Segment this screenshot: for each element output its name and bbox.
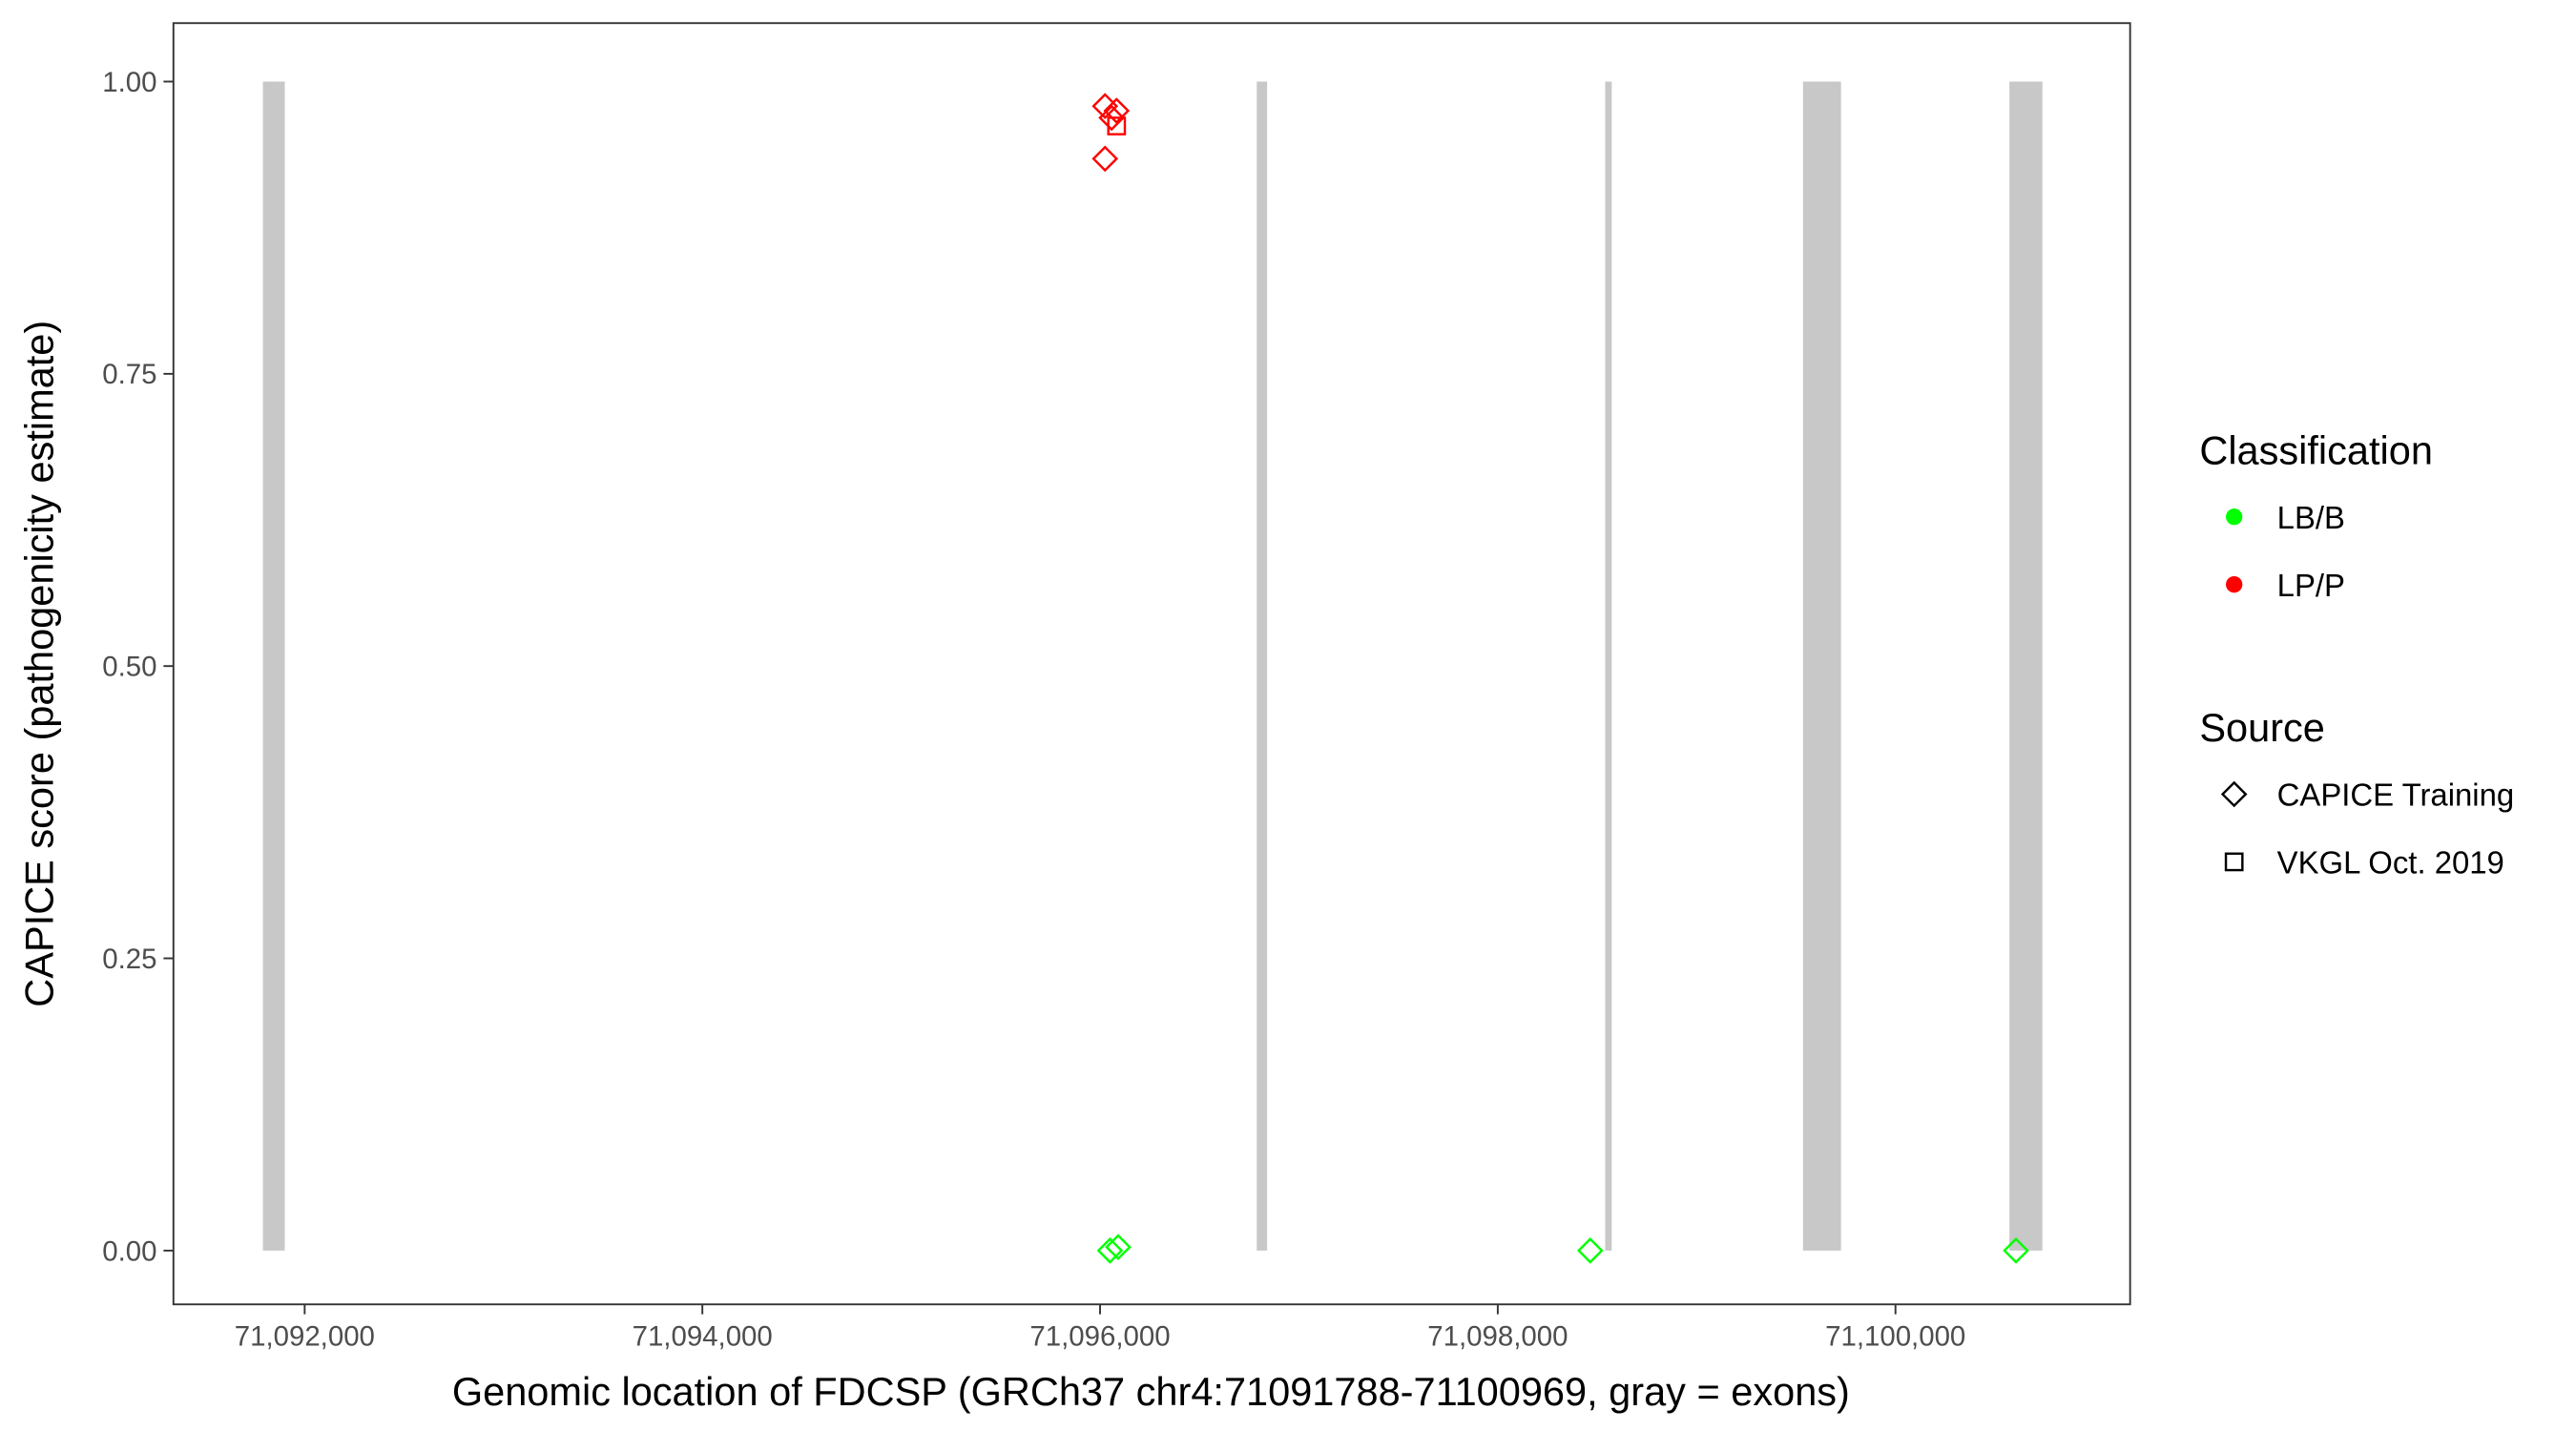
x-axis-label: Genomic location of FDCSP (GRCh37 chr4:7…	[452, 1369, 1850, 1414]
legend-title: Source	[2199, 705, 2325, 750]
exon-bar	[1605, 81, 1612, 1251]
legend-key-square	[2224, 852, 2244, 872]
legend-key-lpp	[2226, 576, 2243, 593]
x-tick-label: 71,100,000	[1825, 1321, 1965, 1353]
data-point-diamond	[1098, 104, 1125, 132]
legend-classification: Classification LB/B LP/P	[2199, 427, 2433, 602]
y-axis: 0.00 0.25 0.50 0.75 1.00	[102, 67, 174, 1267]
exon-bar	[2009, 81, 2043, 1251]
exon-bar	[1802, 81, 1841, 1251]
legend-label: VKGL Oct. 2019	[2277, 845, 2504, 881]
data-point-diamond	[1105, 1234, 1132, 1261]
legend-label: CAPICE Training	[2277, 778, 2514, 813]
x-tick-label: 71,094,000	[633, 1321, 773, 1353]
exon-bar	[1257, 81, 1268, 1251]
x-tick-label: 71,098,000	[1427, 1321, 1568, 1353]
y-axis-label: CAPICE score (pathogenicity estimate)	[16, 321, 61, 1007]
y-tick-label: 0.25	[102, 944, 156, 975]
legend-title: Classification	[2199, 427, 2433, 472]
data-point-diamond	[1103, 97, 1131, 124]
legend-label: LP/P	[2277, 568, 2345, 603]
legend-source: Source CAPICE Training VKGL Oct. 2019	[2199, 705, 2514, 880]
exon-bar	[262, 81, 285, 1251]
legend-key-diamond	[2220, 780, 2248, 808]
y-tick-label: 0.75	[102, 359, 156, 390]
data-point-diamond	[2003, 1237, 2029, 1264]
data-point-diamond	[1096, 1237, 1124, 1264]
y-tick-label: 0.50	[102, 652, 156, 683]
data-point-diamond	[1576, 1237, 1604, 1264]
y-tick-label: 0.00	[102, 1235, 156, 1267]
x-tick-label: 71,096,000	[1029, 1321, 1170, 1353]
exon-layer	[262, 81, 2043, 1251]
x-axis: 71,092,000 71,094,000 71,096,000 71,098,000…	[235, 1304, 1965, 1353]
legend-label: LB/B	[2277, 500, 2345, 535]
y-tick-label: 1.00	[102, 67, 156, 98]
points-layer	[1091, 93, 2029, 1264]
legend-key-lbb	[2226, 508, 2243, 526]
data-point-square	[1107, 116, 1127, 135]
plot-border	[172, 22, 2131, 1306]
data-point-diamond	[1091, 145, 1119, 173]
x-tick-label: 71,092,000	[235, 1321, 375, 1353]
